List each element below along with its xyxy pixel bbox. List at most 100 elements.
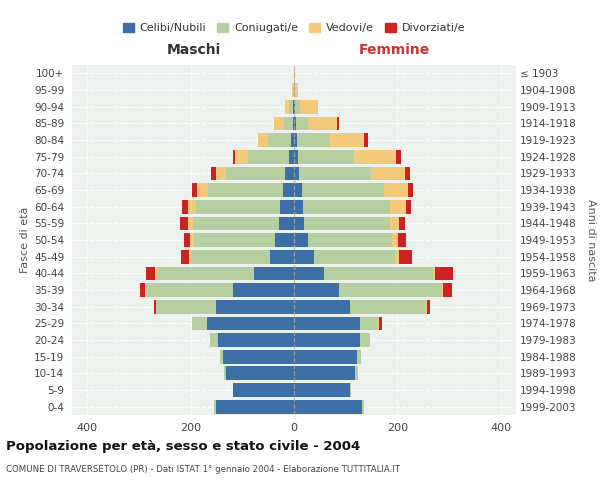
Bar [284,116,293,130]
Bar [443,283,452,297]
Bar [435,266,453,280]
Y-axis label: Fasce di età: Fasce di età [20,207,30,273]
Bar [294,133,296,147]
Bar [294,400,362,413]
Bar [427,300,430,314]
Bar [340,283,442,297]
Bar [294,383,350,397]
Bar [294,216,304,230]
Bar [293,83,294,97]
Bar [224,366,226,380]
Bar [324,266,433,280]
Bar [157,266,254,280]
Bar [280,200,294,213]
Bar [215,400,294,413]
Bar [294,350,357,364]
Text: Maschi: Maschi [167,43,221,57]
Bar [210,333,218,347]
Bar [294,116,296,130]
Legend: Celibi/Nubili, Coniugati/e, Vedovi/e, Divorziati/e: Celibi/Nubili, Coniugati/e, Vedovi/e, Di… [118,18,470,38]
Bar [303,200,390,213]
Bar [299,166,371,180]
Bar [355,150,396,164]
Bar [385,183,407,197]
Bar [218,333,294,347]
Text: COMUNE DI TRAVERSETOLO (PR) - Dati ISTAT 1° gennaio 2004 - Elaborazione TUTTITAL: COMUNE DI TRAVERSETOLO (PR) - Dati ISTAT… [6,466,400,474]
Bar [214,400,215,413]
Bar [254,266,294,280]
Bar [360,316,378,330]
Bar [226,166,285,180]
Bar [371,166,405,180]
Bar [145,283,146,297]
Bar [208,183,283,197]
Bar [278,216,294,230]
Bar [296,116,308,130]
Bar [192,183,197,197]
Bar [270,250,294,264]
Bar [233,383,294,397]
Bar [294,83,295,97]
Bar [211,166,215,180]
Bar [181,250,189,264]
Bar [294,66,295,80]
Bar [268,133,292,147]
Bar [392,233,398,247]
Bar [193,216,278,230]
Y-axis label: Anni di nascita: Anni di nascita [586,198,596,281]
Bar [192,250,270,264]
Bar [188,200,196,213]
Bar [357,350,361,364]
Bar [258,133,268,147]
Bar [233,283,294,297]
Bar [294,233,308,247]
Bar [292,83,293,97]
Bar [355,366,358,380]
Bar [390,200,406,213]
Bar [226,366,294,380]
Bar [294,183,302,197]
Bar [378,316,379,330]
Bar [192,316,207,330]
Bar [400,250,412,264]
Bar [405,166,410,180]
Bar [396,150,401,164]
Bar [188,216,193,230]
Bar [294,250,314,264]
Bar [294,316,360,330]
Bar [406,200,410,213]
Bar [285,166,294,180]
Bar [360,333,370,347]
Bar [289,150,294,164]
Bar [308,233,392,247]
Bar [292,133,294,147]
Bar [182,200,188,213]
Bar [248,150,289,164]
Bar [379,316,382,330]
Bar [442,283,443,297]
Bar [189,250,192,264]
Bar [274,116,284,130]
Bar [294,366,355,380]
Bar [207,316,294,330]
Bar [223,350,294,364]
Bar [140,283,145,297]
Bar [285,100,289,114]
Bar [294,266,324,280]
Bar [350,300,426,314]
Bar [395,250,400,264]
Bar [235,150,248,164]
Bar [184,233,190,247]
Bar [215,166,226,180]
Bar [220,350,223,364]
Bar [190,233,194,247]
Bar [298,150,355,164]
Bar [197,183,208,197]
Bar [295,83,298,97]
Bar [330,133,364,147]
Bar [308,116,337,130]
Bar [426,300,427,314]
Bar [146,283,233,297]
Bar [156,300,215,314]
Bar [294,166,299,180]
